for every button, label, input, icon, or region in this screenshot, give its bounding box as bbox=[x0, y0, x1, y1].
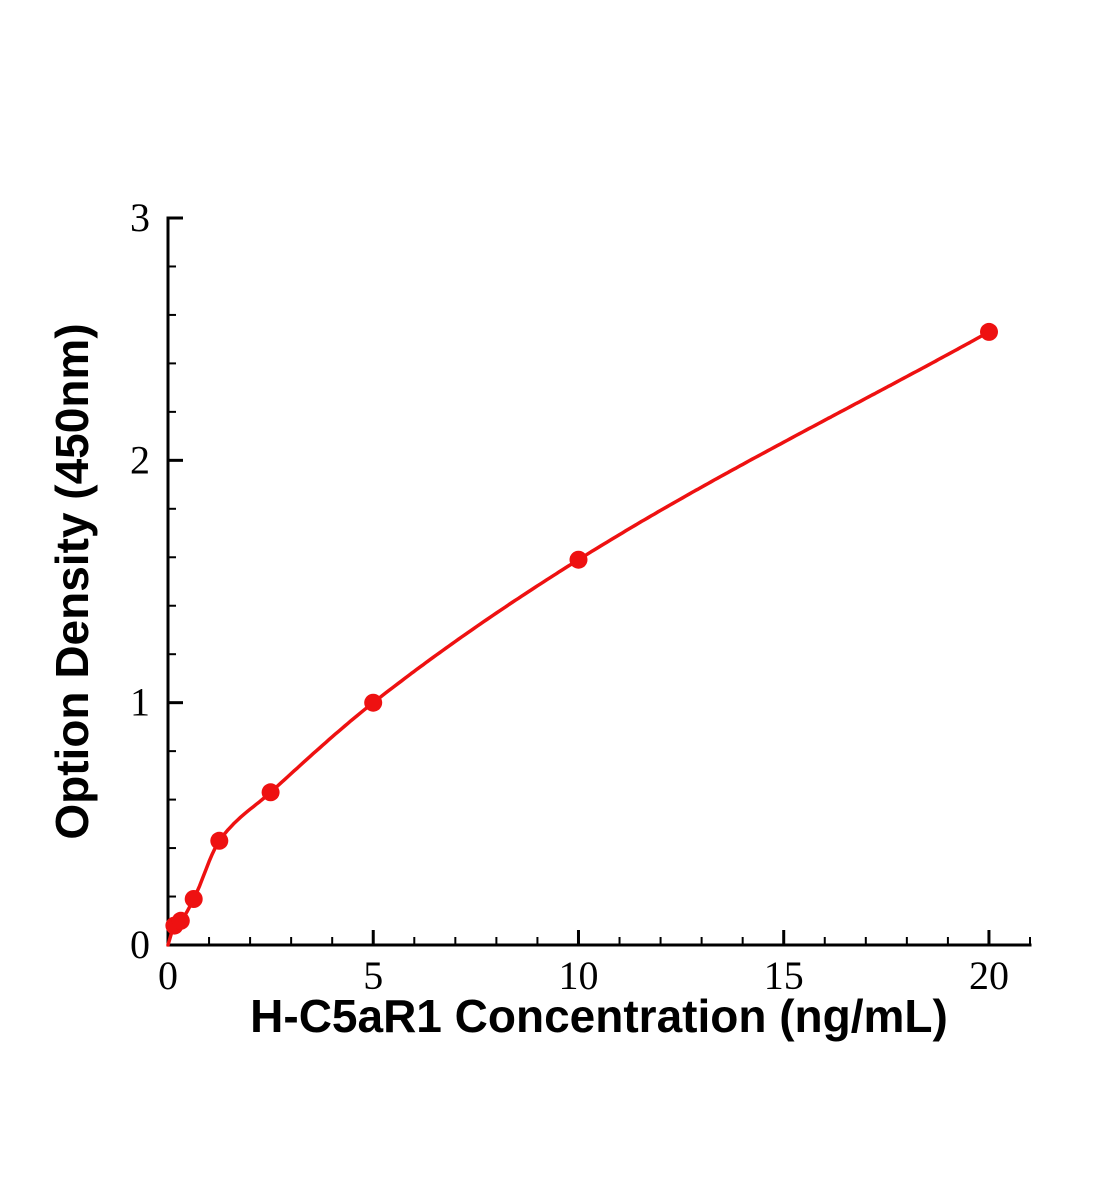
data-point bbox=[364, 693, 383, 712]
axes bbox=[166, 216, 1032, 947]
data-point bbox=[980, 322, 998, 341]
data-point bbox=[569, 550, 588, 569]
fit-curve bbox=[166, 330, 991, 947]
y-tick-label: 2 bbox=[130, 437, 150, 482]
x-tick-label: 10 bbox=[558, 953, 598, 998]
x-tick-label: 0 bbox=[158, 953, 178, 998]
data-point bbox=[261, 783, 280, 802]
y-tick-label: 1 bbox=[130, 680, 150, 725]
data-point bbox=[171, 911, 190, 930]
data-point bbox=[184, 890, 203, 908]
y-axis-title: Option Density (450nm) bbox=[46, 323, 98, 839]
x-tick-label: 20 bbox=[969, 953, 1009, 998]
y-tick-label: 3 bbox=[130, 195, 150, 240]
data-points bbox=[165, 322, 998, 935]
y-tick-label: 0 bbox=[130, 922, 150, 967]
data-point bbox=[210, 831, 229, 850]
x-tick-label: 5 bbox=[363, 953, 383, 998]
tick-marks bbox=[166, 216, 1031, 947]
x-tick-label: 15 bbox=[764, 953, 804, 998]
x-axis-title: H-C5aR1 Concentration (ng/mL) bbox=[250, 990, 948, 1042]
